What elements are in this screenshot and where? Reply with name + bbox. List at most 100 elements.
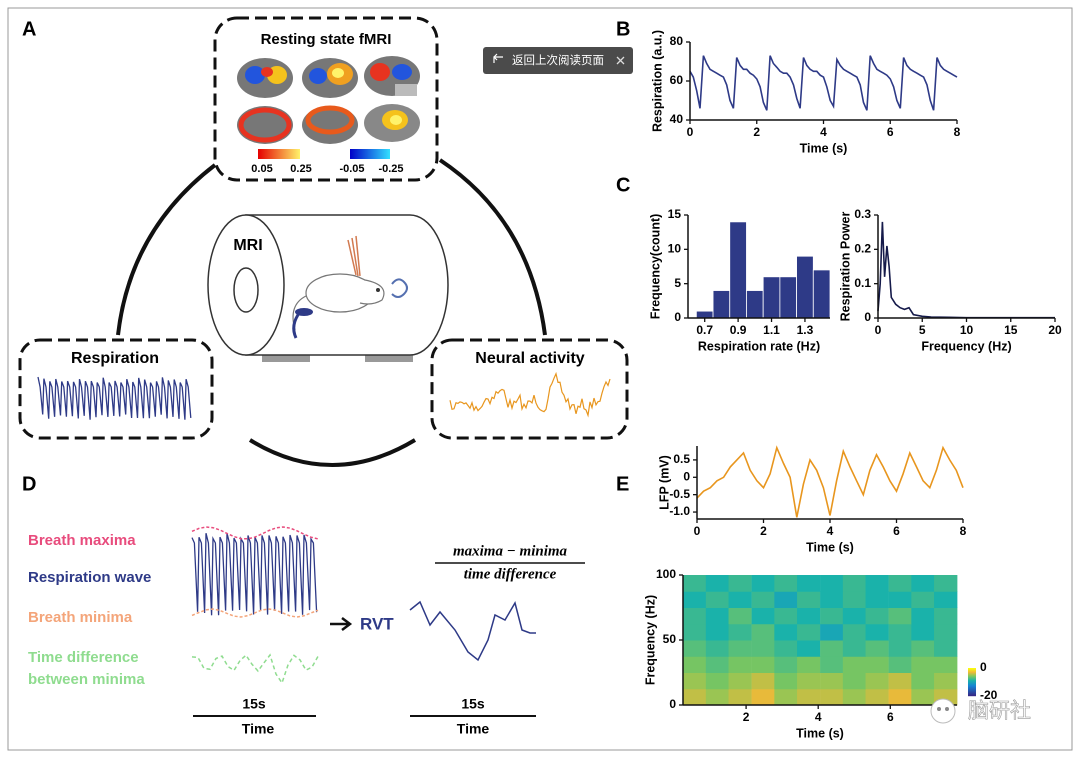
heatmap-cell (820, 575, 844, 592)
back-button[interactable]: 返回上次阅读页面 (483, 47, 633, 74)
heatmap-cell (774, 640, 798, 657)
axis-label: Time (457, 721, 490, 737)
y-tick-label: 5 (674, 276, 681, 290)
colorbar-segment (968, 691, 976, 693)
back-button-label[interactable]: 返回上次阅读页面 (512, 53, 604, 67)
heatmap-cell (728, 591, 752, 608)
chart: 0 5 10 15 0.7 0.9 1.1 1.3 Respiration rate (Hz) F… (648, 207, 831, 353)
heatmap-cell (751, 688, 775, 706)
y-tick-label: 0 (683, 469, 690, 483)
y-tick-label: 0 (674, 310, 681, 324)
colorbar-label: 0.25 (290, 163, 311, 175)
panel-label: E (616, 473, 629, 495)
heatmap-cell (751, 575, 775, 592)
heatmap-cell (865, 591, 889, 608)
respiration-label: Respiration (71, 350, 159, 367)
heatmap-cell (888, 623, 912, 641)
x-tick-label: 20 (1048, 323, 1062, 337)
legend-text: Respiration wave (28, 569, 151, 586)
mri-scanner (207, 214, 449, 362)
colorbar-segment (968, 674, 976, 676)
chart: 40 60 80 0 2 4 6 8 Time (s) Respiration (a.u.) (650, 30, 960, 155)
colorbar-segment (968, 679, 976, 681)
heatmap-cell (911, 656, 935, 673)
panel-label: C (616, 174, 630, 196)
y-tick-label: 80 (670, 34, 684, 48)
colorbar-segment (968, 681, 976, 683)
heatmap-cell (934, 656, 958, 673)
maxima-trace (191, 526, 319, 540)
panel-label: D (22, 473, 36, 495)
heatmap-cell (705, 672, 730, 690)
histogram-bar (796, 255, 814, 319)
heatmap-cell (774, 607, 798, 625)
heatmap-cell (820, 656, 844, 673)
cycle-arc (116, 163, 217, 336)
heatmap-cell (797, 672, 821, 690)
colorbar-segment (968, 670, 976, 672)
arrow (330, 617, 353, 631)
heatmap-cell (911, 591, 935, 608)
colorbar-label: -0.25 (378, 163, 403, 175)
colorbar-segment (968, 676, 976, 678)
x-tick-label: 4 (820, 125, 827, 139)
heatmap-cell (888, 591, 912, 608)
formula-denominator: time difference (464, 566, 557, 582)
colorbar-segment (968, 675, 976, 677)
y-tick-label: 0.5 (673, 452, 690, 466)
heatmap-cell (888, 688, 912, 706)
y-tick-label: 50 (663, 632, 677, 646)
x-tick-label: 2 (760, 524, 767, 538)
heatmap-cell (751, 607, 775, 625)
scanner-label: MRI (233, 237, 262, 254)
colorbar-segment (968, 693, 976, 695)
neural-trace (449, 371, 611, 418)
heatmap-cell (820, 591, 844, 608)
heatmap-cell (705, 656, 730, 673)
heatmap-cell (705, 688, 730, 706)
heatmap-cell (911, 575, 935, 592)
y-axis-label: Frequency (Hz) (643, 595, 657, 685)
x-tick-label: 0 (694, 524, 701, 538)
colorbar-label: 0 (980, 660, 987, 674)
y-tick-label: -1.0 (669, 504, 690, 518)
formula-numerator: maxima − minima (453, 543, 568, 559)
colorbar-segment (968, 684, 976, 686)
heatmap-cell (728, 672, 752, 690)
heatmap-cell (888, 640, 912, 657)
heatmap-cell (842, 656, 867, 673)
x-tick-label: 1.1 (763, 323, 780, 337)
heatmap-cell (911, 688, 935, 706)
scale-label: 15s (242, 696, 266, 712)
heatmap-cell (705, 640, 730, 657)
heatmap-cell (820, 672, 844, 690)
histogram-bar (695, 310, 714, 319)
heatmap-cell (888, 656, 912, 673)
y-tick-label: 40 (670, 112, 684, 126)
colorbar-segment (968, 671, 976, 673)
x-axis-label: Time (s) (796, 726, 844, 740)
axis-label: Time (242, 721, 275, 737)
minima-trace (191, 608, 319, 618)
x-tick-label: 8 (960, 524, 967, 538)
heatmap-cell (842, 575, 867, 592)
heatmap-cell (865, 623, 889, 641)
colorbar-segment (968, 672, 976, 674)
heatmap-cell (865, 688, 889, 706)
heatmap-cell (728, 607, 752, 625)
respiration-wave (191, 533, 318, 616)
y-axis-label: Respiration Power (838, 211, 852, 321)
x-tick-label: 8 (954, 125, 961, 139)
y-tick-label: 60 (670, 73, 684, 87)
y-tick-label: 0.2 (854, 242, 871, 256)
heatmap-cell (842, 688, 867, 706)
x-tick-label: 6 (887, 710, 894, 724)
colorbar-segment (968, 669, 976, 671)
heatmap-cell (728, 656, 752, 673)
legend-text: Breath maxima (28, 532, 136, 549)
histogram-bar (762, 276, 781, 319)
heatmap-cell (774, 656, 798, 673)
histogram-bar (729, 221, 747, 319)
